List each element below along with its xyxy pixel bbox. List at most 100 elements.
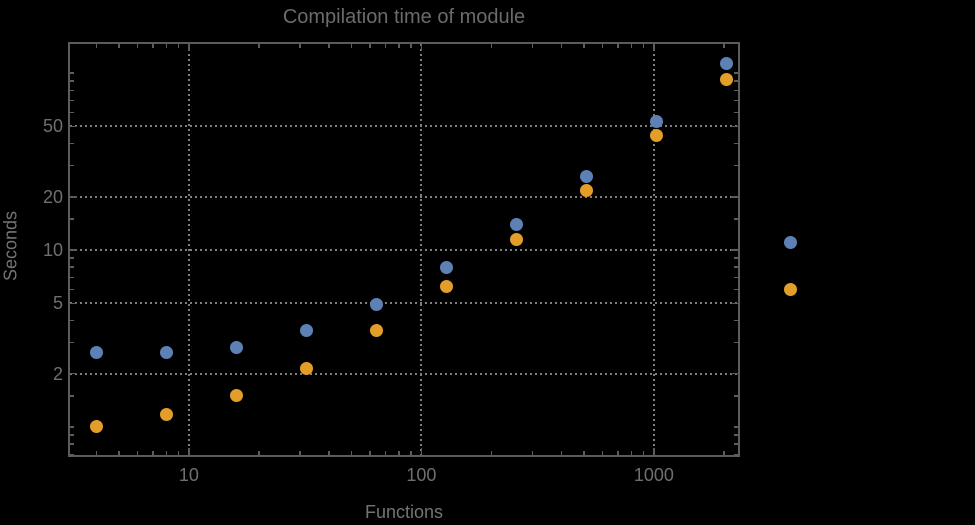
y-tick-mark (734, 426, 738, 428)
gridline-horizontal (70, 302, 738, 305)
y-tick-mark (734, 99, 738, 102)
x-tick-mark (369, 451, 371, 455)
y-tick-mark (70, 218, 74, 220)
data-point-orange (439, 280, 453, 294)
x-tick-mark (583, 451, 585, 455)
y-tick-mark (734, 395, 738, 397)
y-tick-mark (70, 288, 74, 291)
x-tick-mark (152, 44, 154, 48)
x-tick-label: 10 (178, 465, 199, 485)
x-tick-label: 100 (406, 465, 437, 485)
data-point-orange (159, 407, 173, 421)
x-tick-mark (258, 451, 260, 455)
x-tick-mark (177, 451, 179, 455)
y-tick-mark (731, 302, 738, 305)
data-point-blue (229, 341, 243, 355)
y-tick-mark (70, 341, 74, 344)
gridline-vertical (652, 44, 655, 455)
y-tick-mark (70, 89, 74, 91)
y-tick-mark (734, 443, 738, 445)
gridline-horizontal (70, 195, 738, 198)
x-tick-mark (299, 44, 301, 48)
x-tick-mark (299, 451, 301, 455)
x-tick-mark (601, 451, 604, 455)
x-tick-mark (384, 451, 387, 455)
data-point-blue (649, 115, 663, 129)
y-tick-mark (70, 196, 77, 198)
y-tick-mark (734, 89, 738, 91)
chart-title: Compilation time of module (282, 6, 526, 28)
x-tick-mark (398, 44, 400, 48)
x-tick-mark (188, 44, 190, 51)
y-tick-mark (70, 142, 74, 145)
x-tick-mark (642, 44, 644, 48)
x-tick-mark (723, 451, 725, 455)
y-tick-mark (734, 164, 738, 167)
data-point-orange (649, 128, 663, 142)
x-tick-mark (410, 44, 412, 48)
data-point-blue (299, 324, 313, 338)
x-tick-mark (152, 451, 154, 455)
y-tick-label: 50 (42, 116, 63, 137)
data-point-blue (579, 170, 593, 184)
y-tick-mark (70, 125, 77, 128)
x-tick-mark (653, 44, 655, 51)
x-tick-mark (95, 451, 98, 455)
x-tick-mark (328, 44, 330, 48)
y-tick-label: 10 (42, 240, 63, 261)
y-tick-mark (734, 142, 738, 145)
y-tick-mark (70, 302, 77, 305)
y-tick-mark (70, 453, 74, 456)
x-tick-mark (560, 44, 563, 48)
x-tick-mark (118, 44, 120, 48)
y-tick-mark (731, 125, 738, 128)
y-tick-mark (734, 288, 738, 291)
data-point-orange (369, 324, 383, 338)
y-tick-mark (70, 72, 74, 74)
gridline-vertical (187, 44, 190, 455)
x-tick-mark (617, 44, 619, 48)
x-tick-mark (531, 44, 534, 48)
y-tick-mark (731, 372, 738, 375)
y-tick-mark (734, 434, 738, 436)
x-tick-mark (531, 451, 534, 455)
y-tick-mark (734, 80, 738, 82)
x-tick-mark (398, 451, 400, 455)
y-tick-mark (70, 249, 77, 251)
y-tick-mark (734, 218, 738, 220)
y-tick-mark (70, 434, 74, 436)
x-tick-mark (420, 44, 423, 51)
x-tick-mark (258, 44, 260, 48)
y-tick-mark (70, 80, 74, 82)
data-point-blue (719, 56, 733, 70)
y-tick-mark (70, 266, 74, 268)
x-tick-mark (601, 44, 604, 48)
data-point-orange (579, 183, 593, 197)
y-tick-mark (731, 196, 738, 198)
data-point-blue (89, 345, 103, 359)
y-tick-mark (734, 276, 738, 279)
y-tick-mark (70, 395, 74, 397)
data-point-blue (509, 217, 523, 231)
x-tick-mark (723, 44, 725, 48)
x-axis-label: Functions (364, 502, 444, 522)
y-tick-mark (70, 426, 74, 428)
plot-area (68, 42, 740, 457)
y-tick-mark (734, 319, 738, 322)
x-tick-mark (642, 451, 644, 455)
gridline-vertical (420, 44, 423, 455)
y-tick-mark (731, 249, 738, 251)
data-point-orange (299, 361, 313, 375)
legend-marker-orange (783, 282, 797, 296)
y-tick-mark (70, 164, 74, 167)
x-tick-mark (369, 44, 371, 48)
data-point-blue (369, 297, 383, 311)
data-point-blue (439, 260, 453, 274)
data-point-orange (719, 73, 733, 87)
x-tick-mark (630, 44, 633, 48)
x-tick-mark (617, 451, 619, 455)
x-tick-mark (420, 448, 423, 455)
y-tick-mark (70, 276, 74, 279)
x-tick-mark (95, 44, 98, 48)
y-tick-mark (70, 372, 77, 375)
